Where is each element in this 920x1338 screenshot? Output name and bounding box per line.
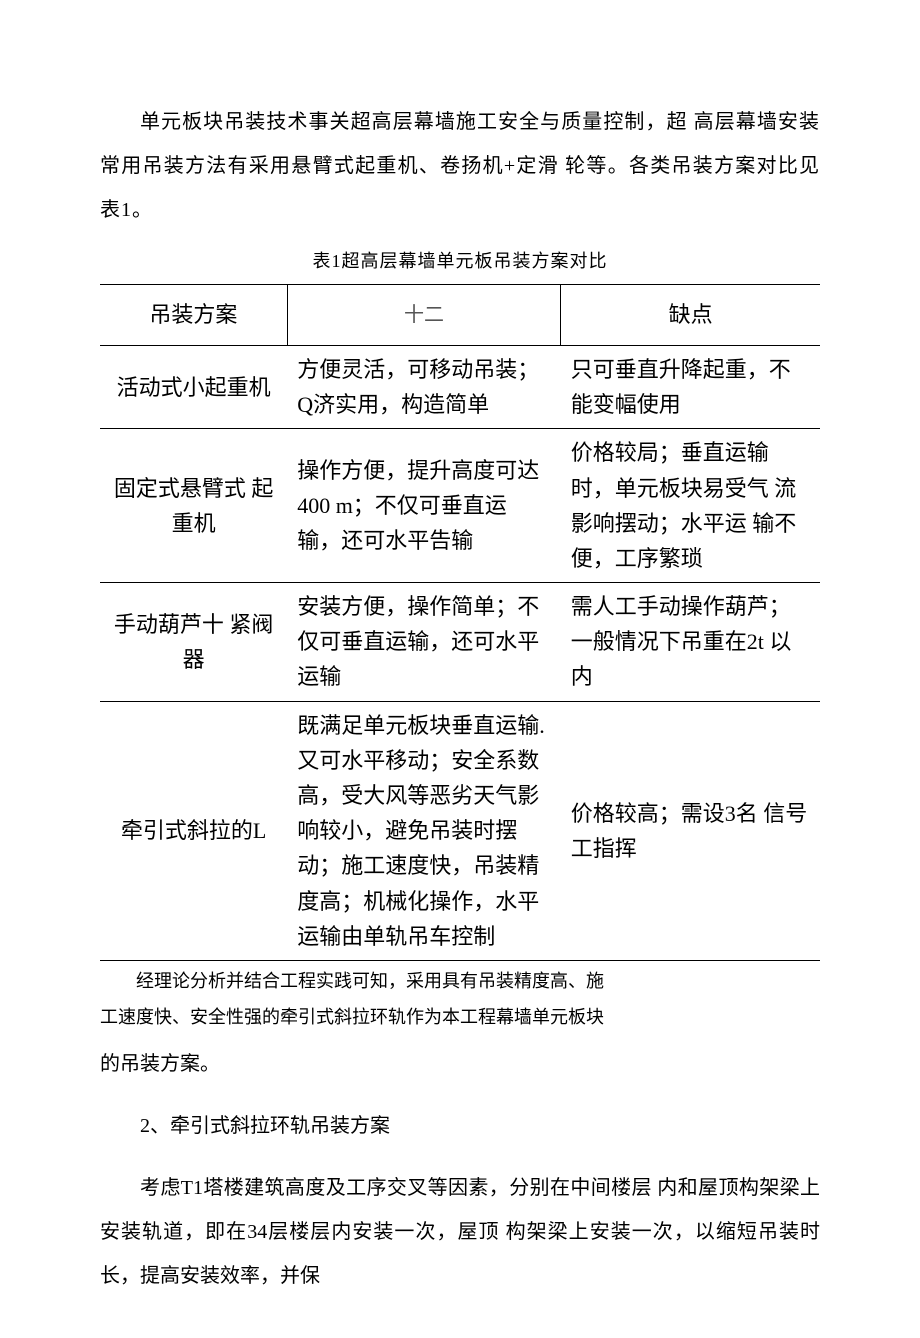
cell-disadvantage: 价格较局；垂直运输 时，单元板块易受气 流影响摆动；水平运 输不便，工序繁琐 (561, 429, 820, 583)
header-advantage: 十二 (287, 284, 561, 345)
analysis-line-1: 经理论分析并结合工程实践可知，采用具有吊装精度高、施 (100, 965, 820, 997)
table-caption: 表1超高层幕墙单元板吊装方案对比 (100, 242, 820, 282)
analysis-line-3: 的吊装方案。 (100, 1042, 820, 1086)
table-row: 固定式悬臂式 起重机 操作方便，提升高度可达400 m；不仅可垂直运输，还可水平… (100, 429, 820, 583)
analysis-line-2: 工速度快、安全性强的牵引式斜拉环轨作为本工程幕墙单元板块 (100, 1001, 820, 1033)
table-row: 活动式小起重机 方便灵活，可移动吊装；Q济实用，构造简单 只可垂直升降起重，不能… (100, 345, 820, 428)
cell-scheme: 活动式小起重机 (100, 345, 287, 428)
cell-advantage: 既满足单元板块垂直运输.又可水平移动；安全系数高，受大风等恶劣天气影响较小，避免… (287, 701, 561, 960)
cell-scheme: 固定式悬臂式 起重机 (100, 429, 287, 583)
section-2-heading: 2、牵引式斜拉环轨吊装方案 (100, 1104, 820, 1148)
cell-disadvantage: 价格较高；需设3名 信号工指挥 (561, 701, 820, 960)
header-scheme: 吊装方案 (100, 284, 287, 345)
intro-paragraph: 单元板块吊装技术事关超高层幕墙施工安全与质量控制，超 高层幕墙安装常用吊装方法有… (100, 100, 820, 232)
header-disadvantage: 缺点 (561, 284, 820, 345)
table-row: 牵引式斜拉的L 既满足单元板块垂直运输.又可水平移动；安全系数高，受大风等恶劣天… (100, 701, 820, 960)
cell-scheme: 牵引式斜拉的L (100, 701, 287, 960)
table-row: 手动葫芦十 紧阀器 安装方便，操作简单；不仅可垂直运输，还可水平运输 需人工手动… (100, 583, 820, 702)
cell-disadvantage: 需人工手动操作葫芦；一般情况下吊重在2t 以内 (561, 583, 820, 702)
comparison-table: 吊装方案 十二 缺点 活动式小起重机 方便灵活，可移动吊装；Q济实用，构造简单 … (100, 284, 820, 961)
section-2-paragraph: 考虑T1塔楼建筑高度及工序交叉等因素，分别在中间楼层 内和屋顶构架梁上安装轨道，… (100, 1166, 820, 1298)
cell-advantage: 操作方便，提升高度可达400 m；不仅可垂直运输，还可水平告输 (287, 429, 561, 583)
cell-scheme: 手动葫芦十 紧阀器 (100, 583, 287, 702)
cell-disadvantage: 只可垂直升降起重，不能变幅使用 (561, 345, 820, 428)
table-header-row: 吊装方案 十二 缺点 (100, 284, 820, 345)
cell-advantage: 方便灵活，可移动吊装；Q济实用，构造简单 (287, 345, 561, 428)
cell-advantage: 安装方便，操作简单；不仅可垂直运输，还可水平运输 (287, 583, 561, 702)
